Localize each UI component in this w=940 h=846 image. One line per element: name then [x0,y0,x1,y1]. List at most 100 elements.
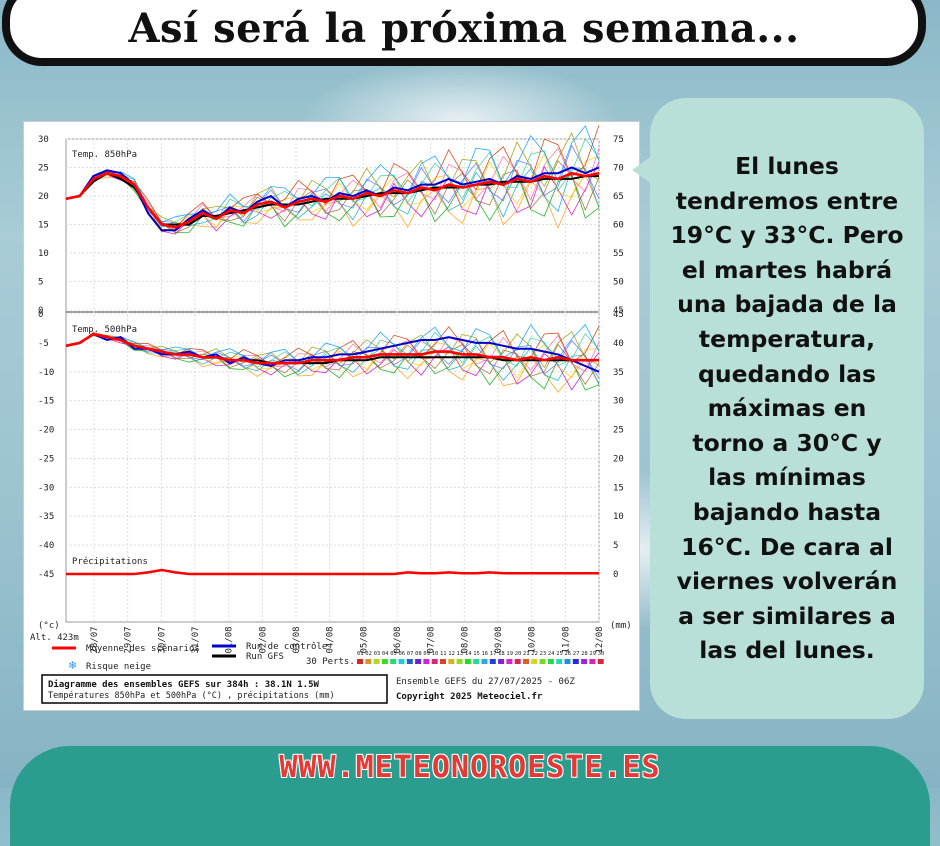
pert-swatch [489,659,496,664]
pert-swatch [556,659,563,664]
x-tick-label: 04/08 [326,626,336,653]
x-tick-label: 28/07 [90,626,100,653]
y-tick-label-left: -5 [38,339,49,349]
info-box [41,674,388,704]
pert-number: 08 [415,651,422,657]
pert-number: 27 [573,651,580,657]
y-tick-label-left: 15 [38,221,49,231]
pert-swatch [390,659,397,664]
y-tick-label-right: 15 [613,483,624,493]
pert-number: 05 [390,651,397,657]
y-tick-label-left: -45 [38,570,54,580]
forecast-line: El lunes [735,152,839,181]
pert-swatch [464,659,471,664]
info-box-title: Diagramme des ensembles GEFS sur 384h : … [48,679,320,690]
y-tick-label-right: 70 [613,164,624,174]
page-title: Así será la próxima semana... [128,5,800,52]
pert-number: 09 [423,651,430,657]
pert-swatch [581,659,588,664]
pert-number: 29 [589,651,596,657]
forecast-line: viernes volverán [676,567,898,596]
snow-icon: ❄ [68,659,77,672]
y-tick-label-right: 35 [613,368,624,378]
pert-swatch [415,659,422,664]
x-tick-label: 12/08 [595,626,605,653]
forecast-line: quedando las [698,359,876,388]
pert-swatch [473,659,480,664]
pert-number: 26 [565,651,572,657]
y-tick-label-left: -40 [38,541,54,551]
y-tick-label-right: 45 [613,310,624,320]
forecast-line: máximas en [707,394,867,423]
gefs-ensemble-chart: 28/07 29/07 30/07 31/07 01/08 02/08 03/08 04/08… [23,121,640,711]
legend-label: Run GFS [246,652,284,662]
pert-number: 12 [448,651,455,657]
x-tick-label: 01/08 [225,626,235,653]
pert-number: 04 [382,651,389,657]
y-tick-label-right: 0 [613,570,618,580]
precip-label: Précipitations [72,556,148,567]
altitude-label: Alt. 423m [30,633,79,643]
forecast-line: a ser similares a [678,601,896,630]
x-tick-label: 08/08 [460,626,470,653]
legend-label: Run de contrôle [246,641,327,652]
x-tick-label: 31/07 [191,626,201,653]
y-tick-label-right: 50 [613,278,624,288]
forecast-text: El lunes tendremos entre 19°C y 33°C. Pero… [670,149,903,668]
pert-swatch [572,659,579,664]
pert-number: 11 [440,651,447,657]
y-tick-label-right: 20 [613,454,624,464]
forecast-line: tendremos entre [675,186,899,215]
pert-number: 19 [506,651,513,657]
legend-label: Risque neige [86,662,151,672]
y-tick-label-right: 75 [613,135,624,145]
panel-label: Temp. 500hPa [72,325,137,335]
website-url[interactable]: WWW.METEONOROESTE.ES [279,750,661,785]
precip-mean-line [66,568,599,576]
forecast-line: el martes habrá [681,255,893,284]
pert-number: 18 [498,651,505,657]
pert-number: 03 [374,651,381,657]
run-info: Ensemble GEFS du 27/07/2025 - 06Z [396,677,575,687]
series-mean-line [65,332,599,365]
y-tick-label-left: 30 [38,135,49,145]
pert-number: 20 [515,651,522,657]
pert-swatch [481,659,488,664]
y-tick-label-right: 5 [613,541,618,551]
pert-number: 02 [365,651,372,657]
legend-label: Moyenne des scénarios [86,643,200,654]
y-tick-label-left: -30 [38,483,54,493]
pert-number: 13 [457,651,464,657]
left-unit: (°c) [38,621,60,631]
x-tick-label: 10/08 [528,626,538,653]
pert-number: 30 [598,651,605,657]
pert-swatch [423,659,430,664]
y-tick-label-left: 25 [38,164,49,174]
y-tick-label-left: -10 [38,368,54,378]
y-tick-label-right: 55 [613,249,624,259]
y-tick-label-left: -15 [38,397,54,407]
pert-swatch [398,659,405,664]
x-tick-label: 09/08 [494,626,504,653]
pert-swatch [357,659,363,664]
ensemble-member-line [65,144,600,227]
pert-swatch [597,659,604,664]
pert-number: 10 [432,651,439,657]
speech-bubble: El lunes tendremos entre 19°C y 33°C. Pero… [632,98,924,719]
pert-swatch [440,659,446,664]
pert-number: 16 [482,651,489,657]
pert-swatch [381,659,388,664]
pert-swatch [589,659,596,664]
x-tick-label: 29/07 [124,626,134,653]
y-tick-label-right: 45 [613,306,624,316]
pert-swatch [539,659,546,664]
pert-number: 24 [548,651,555,657]
y-tick-label-left: -25 [38,454,54,464]
pert-number: 28 [581,651,588,657]
copyright: Copyright 2025 Meteociel.fr [396,691,543,702]
pert-number: 25 [556,651,563,657]
x-tick-label: 02/08 [258,626,268,653]
x-tick-label: 03/08 [292,626,302,653]
pert-swatch [547,659,554,664]
pert-swatch [506,659,513,664]
